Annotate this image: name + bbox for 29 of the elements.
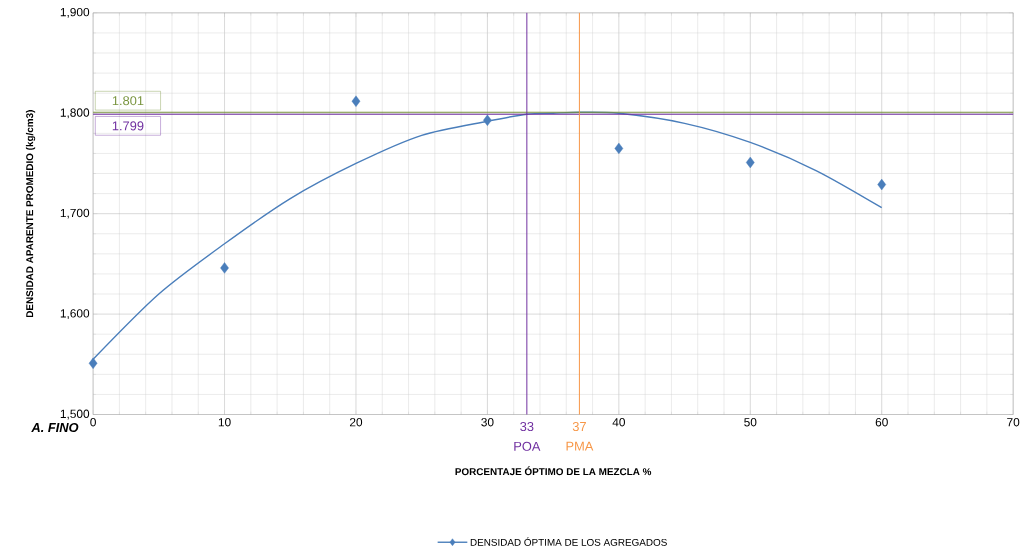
annotation: PMA <box>566 441 594 451</box>
x-tick-label: 50 <box>744 418 757 427</box>
x-axis-title: PORCENTAJE ÓPTIMO DE LA MEZCLA % <box>455 466 652 476</box>
legend-label: DENSIDAD ÓPTIMA DE LOS AGREGADOS <box>470 537 667 546</box>
x-tick-label: 20 <box>349 418 363 427</box>
point <box>88 357 98 369</box>
annotation: POA <box>514 441 541 451</box>
x-tick-label: 0 <box>90 418 96 427</box>
x-tick-label: 30 <box>481 418 494 427</box>
point <box>877 178 887 191</box>
point <box>483 114 492 126</box>
x-tick-label: 40 <box>612 418 625 427</box>
y-tick-label: 1,700 <box>60 208 90 219</box>
x-tick-label: 70 <box>1007 418 1020 427</box>
annotation: 1.801 <box>112 96 144 106</box>
annotation: 1.799 <box>112 121 144 131</box>
y-tick-label: 1,900 <box>60 7 90 18</box>
x-tick-label: 60 <box>875 418 888 427</box>
y-tick-label: 1,800 <box>60 108 90 119</box>
ref-line-label: 37 <box>572 421 586 432</box>
point <box>614 142 624 155</box>
point <box>351 95 361 107</box>
y-tick-label: 1,500 <box>60 409 90 420</box>
y-axis-title: DENSIDAD APARENTE PROMEDIO (kg/cm3) <box>25 110 36 318</box>
point <box>220 262 229 274</box>
x-tick-label: 10 <box>218 418 231 427</box>
y-tick-label: 1,600 <box>60 309 90 319</box>
text: A. FINO <box>31 422 79 433</box>
ref-line-label: 33 <box>520 421 534 432</box>
